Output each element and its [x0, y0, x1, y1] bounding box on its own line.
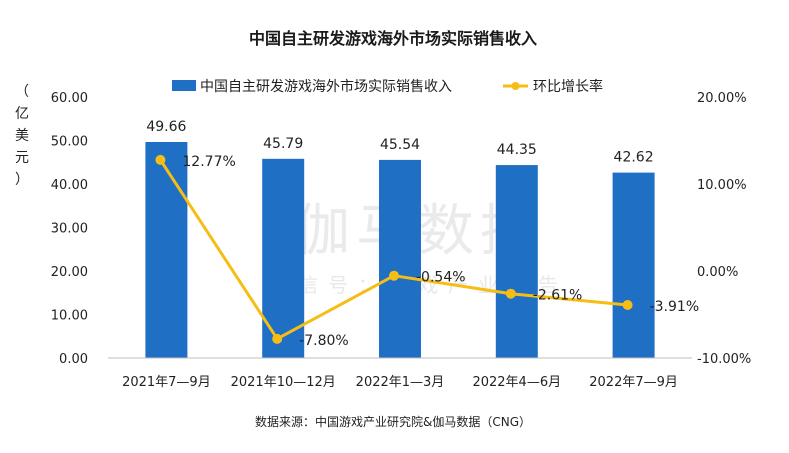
line-point [505, 288, 516, 299]
y-left-tick-label: 60.00 [51, 91, 88, 106]
bar-value-label: 44.35 [497, 142, 537, 158]
y-left-label-char: 元 [15, 150, 29, 166]
y-right-ticks: -10.00% 0.00% 10.00% 20.00% [697, 91, 751, 367]
y-left-tick-label: 40.00 [51, 178, 88, 193]
legend-swatch-marker [511, 82, 520, 90]
bar-value-label: 49.66 [146, 119, 186, 135]
x-tick-label: 2021年10—12月 [231, 375, 336, 390]
bar [145, 141, 188, 358]
bar-series [145, 141, 655, 358]
y-left-label-char: ） [15, 172, 29, 188]
bar [612, 172, 655, 358]
y-left-label-char: 亿 [15, 106, 29, 122]
legend-swatch-bar [172, 80, 196, 91]
y-left-label-char: 美 [15, 128, 29, 144]
y-left-tick-label: 10.00 [51, 309, 88, 324]
source-note: 数据来源：中国游戏产业研究院&伽马数据（CNG） [255, 414, 531, 429]
x-tick-label: 2022年1—3月 [356, 375, 445, 390]
legend: 中国自主研发游戏海外市场实际销售收入 环比增长率 [172, 78, 603, 95]
x-tick-label: 2021年7—9月 [122, 375, 211, 390]
x-tick-label: 2022年7—9月 [589, 375, 678, 390]
y-left-tick-label: 50.00 [51, 135, 88, 150]
y-left-label: （ 亿 美 元 ） [15, 84, 29, 188]
y-right-tick-label: 0.00% [697, 265, 738, 280]
bar-value-label: 45.54 [380, 137, 420, 153]
bar-value-label: 45.79 [263, 136, 303, 152]
line-data-labels: 12.77% -7.80% -0.54% -2.61% -3.91% [182, 154, 699, 349]
bar-data-labels: 49.66 45.79 45.54 44.35 42.62 [146, 119, 653, 166]
bar [379, 159, 421, 358]
chart-title: 中国自主研发游戏海外市场实际销售收入 [249, 29, 537, 48]
x-tick-label: 2022年4—6月 [472, 375, 561, 390]
legend-label-line: 环比增长率 [533, 78, 603, 95]
bar-value-label: 42.62 [614, 150, 654, 166]
line-value-label: -3.91% [650, 299, 700, 315]
line-point [272, 333, 283, 344]
line-value-label: 12.77% [182, 154, 235, 170]
y-left-tick-label: 0.00 [59, 352, 88, 367]
y-left-label-char: （ [15, 84, 29, 100]
line-value-label: -0.54% [416, 270, 466, 286]
line-value-label: -2.61% [533, 288, 583, 304]
line-point [389, 270, 399, 281]
x-tick-labels: 2021年7—9月 2021年10—12月 2022年1—3月 2022年4—6月 20… [122, 375, 678, 390]
y-right-tick-label: -10.00% [697, 352, 751, 367]
y-right-tick-label: 10.00% [697, 178, 747, 193]
y-left-ticks: 0.00 10.00 20.00 30.00 40.00 50.00 60.00 [51, 91, 88, 367]
y-right-tick-label: 20.00% [697, 91, 747, 106]
line-series [155, 154, 633, 344]
y-left-tick-label: 30.00 [51, 222, 88, 237]
legend-label-bar: 中国自主研发游戏海外市场实际销售收入 [200, 78, 452, 95]
line-point [155, 154, 166, 165]
bar [495, 165, 538, 358]
line-point [622, 300, 633, 311]
y-left-tick-label: 20.00 [51, 265, 88, 280]
line-value-label: -7.80% [299, 333, 349, 349]
